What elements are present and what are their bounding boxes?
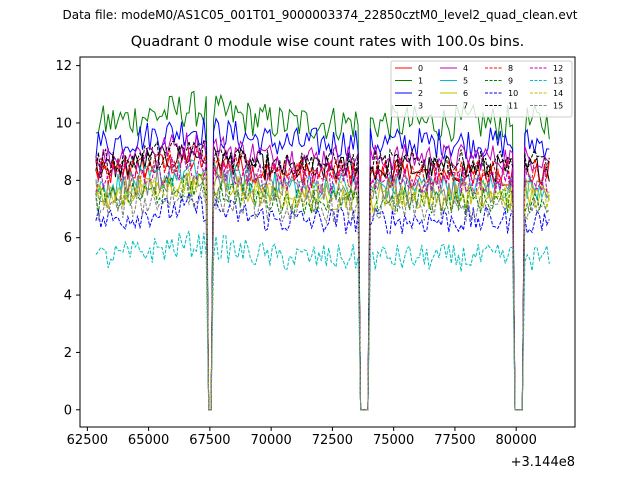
legend-label-4: 4: [463, 64, 468, 73]
y-axis: 0 2 4 6 8 10 12: [55, 59, 80, 418]
series-line-11: [95, 140, 550, 411]
series-line-13: [95, 230, 550, 411]
series-line-2: [95, 117, 550, 411]
x-tick-label: 62500: [67, 433, 108, 448]
plot-lines: [95, 90, 550, 411]
series-line-8: [95, 143, 550, 411]
x-tick-label: 72500: [312, 433, 353, 448]
legend-label-15: 15: [553, 102, 563, 111]
figure-suptitle: Data file: modeM0/AS1C05_001T01_90000033…: [62, 8, 578, 22]
legend-box: [390, 60, 573, 118]
legend-label-7: 7: [463, 102, 468, 111]
legend-label-11: 11: [508, 102, 518, 111]
y-tick-label: 2: [64, 346, 72, 361]
legend-label-9: 9: [508, 77, 513, 86]
y-tick-label: 0: [64, 403, 72, 418]
legend-label-3: 3: [418, 102, 423, 111]
series-line-12: [95, 153, 550, 411]
axes-frame: [79, 56, 576, 428]
x-tick-label: 65000: [128, 433, 169, 448]
series-line-15: [95, 185, 550, 411]
legend-label-10: 10: [508, 89, 518, 98]
legend-label-0: 0: [418, 64, 423, 73]
x-tick-label: 67500: [189, 433, 230, 448]
x-tick-label: 70000: [250, 433, 291, 448]
x-offset-label: +3.144e8: [511, 455, 575, 470]
y-tick-label: 12: [55, 59, 72, 74]
series-line-0: [95, 148, 550, 411]
legend-label-14: 14: [553, 89, 563, 98]
series-line-9: [95, 173, 550, 411]
legend-label-12: 12: [553, 64, 563, 73]
legend-label-1: 1: [418, 77, 423, 86]
y-tick-label: 8: [64, 174, 72, 189]
y-tick-label: 6: [64, 231, 72, 246]
series-line-14: [95, 168, 550, 411]
x-tick-label: 77500: [434, 433, 475, 448]
legend-label-5: 5: [463, 77, 468, 86]
legend-label-6: 6: [463, 89, 468, 98]
series-line-4: [95, 132, 550, 411]
y-tick-label: 4: [64, 289, 72, 304]
legend-label-2: 2: [418, 89, 423, 98]
legend-label-8: 8: [508, 64, 513, 73]
y-tick-label: 10: [55, 116, 72, 131]
chart-title: Quadrant 0 module wise count rates with …: [130, 34, 525, 50]
x-tick-label: 80000: [496, 433, 537, 448]
x-tick-label: 75000: [373, 433, 414, 448]
series-line-10: [95, 192, 550, 411]
series-line-7: [95, 165, 550, 411]
legend-label-13: 13: [553, 77, 563, 86]
x-axis: 62500 65000 67500 70000 72500 75000 77500 80000: [67, 427, 537, 448]
